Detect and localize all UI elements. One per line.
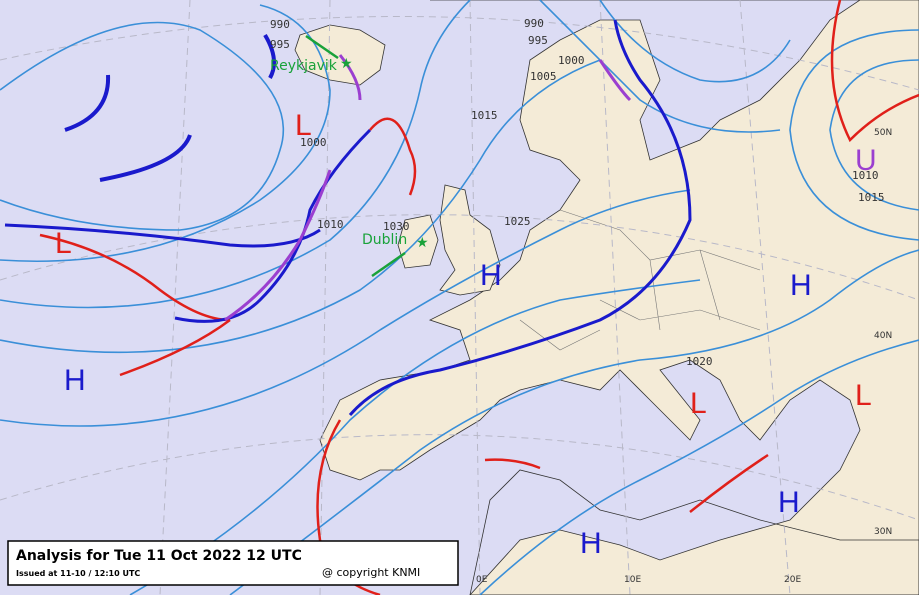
caption-title: Analysis for Tue 11 Oct 2022 12 UTC [16,548,302,564]
isobar-label: 1005 [530,70,557,83]
graticule-label: 0E [476,575,488,585]
isobar-label: 1015 [858,191,885,204]
pressure-center: L [690,387,707,420]
svg-text:★: ★ [340,56,353,72]
graticule-label: 10E [624,575,641,585]
isobar-label: 1030 [383,220,410,233]
isobar-label: 990 [270,18,290,31]
pressure-center: L [55,227,72,260]
graticule-label: 50N [874,128,892,138]
isobar-label: 1010 [852,169,879,182]
pressure-center: H [64,364,86,397]
pressure-center: H [480,259,502,292]
fronts [4,0,919,595]
isobar-label: 1015 [471,109,498,122]
mediterranean [469,469,919,595]
isobar-label: 1000 [558,54,585,67]
city-label: Reykjavik [270,58,338,74]
city-markers: ★ ★ [305,34,429,278]
pressure-center: L [855,379,872,412]
caption-box [7,540,459,586]
isobar-label: 1000 [300,136,327,149]
pressure-center: H [580,527,602,560]
isobar-label: 995 [270,38,290,51]
pressure-center: H [790,269,812,302]
labels: Reykjavik Dublin 990 995 1000 1010 1030 1015 102… [55,17,892,585]
europe [319,0,919,595]
graticule-label: 30N [874,527,892,537]
pressure-center: U [855,144,877,177]
pressure-center: L [295,109,312,142]
graticule-label: 40N [874,331,892,341]
isobar-label: 995 [528,34,548,47]
graticule-label: 20E [784,575,801,585]
svg-text:★: ★ [416,235,429,251]
city-label: Dublin [362,232,407,248]
borders [519,209,761,351]
isobar-label: 1025 [504,215,531,228]
isobar-label: 990 [524,17,544,30]
caption-copyright: @ copyright KNMI [322,566,420,579]
isobar-label: 1010 [317,218,344,231]
isobar-label: 1020 [686,355,713,368]
pressure-center: H [778,486,800,519]
caption-issued: Issued at 11-10 / 12:10 UTC [16,569,140,578]
